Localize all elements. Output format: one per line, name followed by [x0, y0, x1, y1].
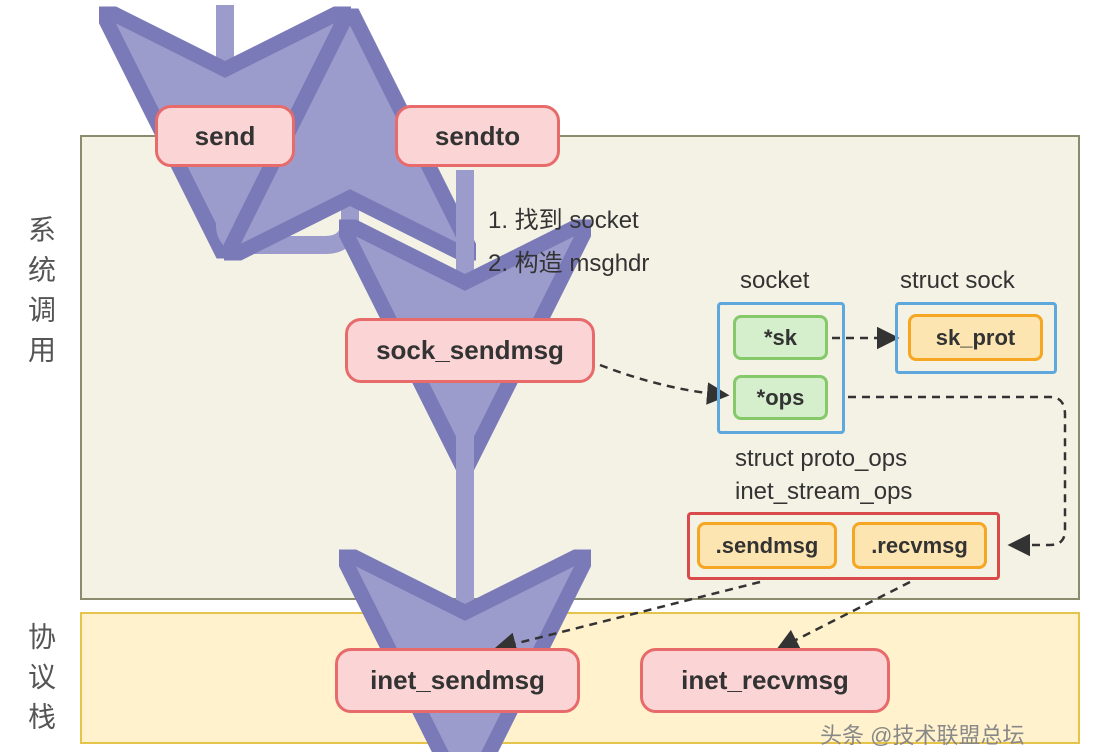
- cell-sk-prot: sk_prot: [908, 314, 1043, 361]
- cell-sk: *sk: [733, 315, 828, 360]
- protocol-stack-label: 协议栈: [20, 622, 60, 742]
- system-call-label: 系统调用: [20, 215, 60, 375]
- step2-label: 2. 构造 msghdr: [488, 243, 649, 278]
- node-inet-sendmsg: inet_sendmsg: [335, 648, 580, 713]
- node-sendto: sendto: [395, 105, 560, 167]
- proto-ops-label-1: struct proto_ops: [735, 445, 907, 473]
- step1-label: 1. 找到 socket: [488, 200, 639, 235]
- node-sock-sendmsg: sock_sendmsg: [345, 318, 595, 383]
- node-inet-recvmsg: inet_recvmsg: [640, 648, 890, 713]
- cell-sendmsg: .sendmsg: [697, 522, 837, 569]
- struct-sock-title: struct sock: [900, 267, 1015, 295]
- cell-ops: *ops: [733, 375, 828, 420]
- proto-ops-label-2: inet_stream_ops: [735, 478, 912, 506]
- socket-title: socket: [740, 267, 809, 295]
- watermark: 头条 @技术联盟总坛: [820, 718, 1024, 750]
- node-send: send: [155, 105, 295, 167]
- cell-recvmsg: .recvmsg: [852, 522, 987, 569]
